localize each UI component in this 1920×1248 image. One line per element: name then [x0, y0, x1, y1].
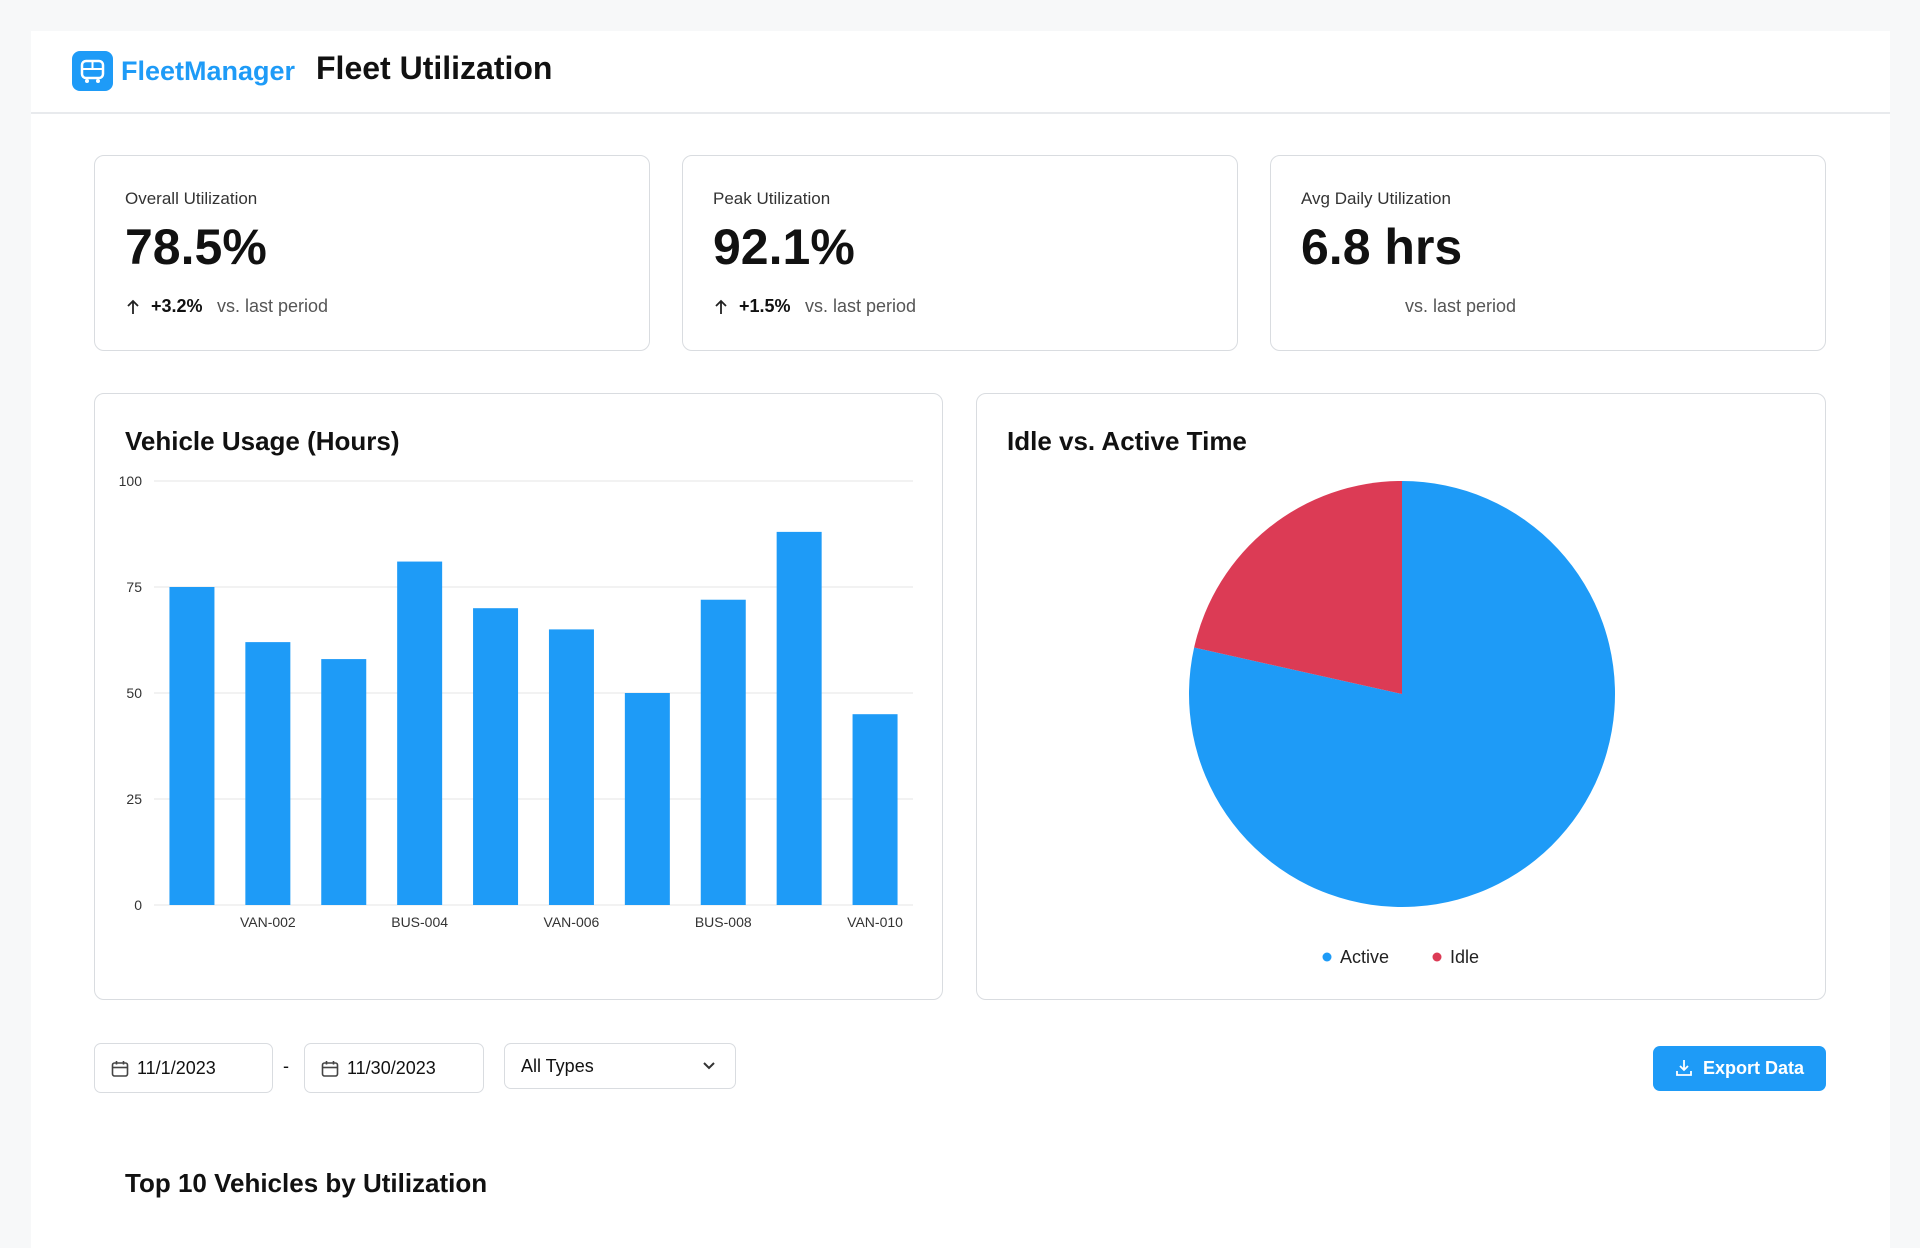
brand[interactable]: FleetManager — [121, 56, 296, 86]
pie-chart: Active Idle — [1189, 481, 1615, 967]
page-title: Fleet Utilization — [316, 50, 553, 86]
kpi-comparison: vs. last period — [1405, 296, 1517, 316]
end-date: 11/30/2023 — [347, 1058, 436, 1078]
kpi-card: Avg Daily Utilization 6.8 hrs vs. last per… — [1270, 155, 1826, 351]
legend-swatch — [1432, 952, 1442, 962]
x-tick-label: VAN-010 — [847, 914, 903, 930]
kpi-comparison: vs. last period — [217, 296, 329, 316]
export-label: Export Data — [1703, 1058, 1805, 1078]
pie-slice — [1194, 481, 1402, 694]
bar — [548, 629, 594, 905]
kpi-change: +3.2% — [151, 296, 203, 316]
bar — [245, 642, 291, 905]
chart-title: Vehicle Usage (Hours) — [125, 426, 400, 456]
logo-icon — [80, 59, 105, 83]
kpi-card: Overall Utilization 78.5% +3.2% vs. last pe… — [94, 155, 650, 351]
y-tick-label: 100 — [119, 473, 143, 489]
kpi-label: Overall Utilization — [125, 189, 258, 208]
pie-card: Idle vs. Active Time Active Idle — [976, 393, 1826, 1000]
kpi-card: Peak Utilization 92.1% +1.5% vs. last perio… — [682, 155, 1238, 351]
kpi-label: Peak Utilization — [713, 189, 831, 208]
kpi-value: 6.8 hrs — [1301, 219, 1463, 275]
bar — [852, 714, 898, 905]
arrow-up-icon — [715, 299, 727, 314]
download-icon — [1676, 1060, 1692, 1076]
y-tick-label: 50 — [126, 685, 142, 701]
bar-chart: 0 25 50 75 100 VAN-002 BUS-004 VAN-006 BUS-008 VA… — [119, 473, 913, 930]
date-separator: - — [283, 1056, 289, 1076]
header — [31, 31, 1890, 114]
end-date-input[interactable]: 11/30/2023 — [304, 1043, 484, 1093]
chart-title: Idle vs. Active Time — [1007, 426, 1247, 456]
chevron-icon — [703, 1062, 715, 1070]
bar — [624, 693, 670, 905]
calendar-icon — [321, 1061, 339, 1077]
table-title: Top 10 Vehicles by Utilization — [125, 1168, 488, 1198]
bar — [169, 587, 215, 905]
y-tick-label: 0 — [134, 897, 142, 913]
calendar-icon — [111, 1061, 129, 1077]
bar — [700, 599, 746, 905]
bar — [776, 531, 822, 905]
pie-slice — [1189, 481, 1615, 908]
x-tick-label: BUS-004 — [391, 914, 448, 930]
kpi-value: 78.5% — [125, 219, 267, 275]
x-tick-label: VAN-006 — [544, 914, 600, 930]
legend-label: Idle — [1450, 947, 1479, 967]
logo[interactable] — [72, 51, 113, 91]
arrow — [127, 299, 139, 314]
bar — [397, 561, 443, 905]
y-tick-label: 25 — [126, 791, 142, 807]
kpi-comparison: vs. last period — [805, 296, 917, 316]
kpi-value: 92.1% — [713, 219, 855, 275]
type-select-value: All Types — [521, 1056, 594, 1076]
arrow — [715, 299, 727, 314]
arrow-up-icon — [127, 299, 139, 314]
bar — [321, 659, 367, 905]
y-tick-label: 75 — [126, 579, 142, 595]
kpi-label: Avg Daily Utilization — [1301, 189, 1451, 208]
bar-card: Vehicle Usage (Hours) 0 25 50 75 100 VAN-002 B… — [94, 393, 943, 1000]
legend-label: Active — [1340, 947, 1389, 967]
start-date-input[interactable]: 11/1/2023 — [94, 1043, 273, 1093]
x-tick-label: VAN-002 — [240, 914, 296, 930]
bar — [473, 608, 519, 905]
type-select[interactable]: All Types — [504, 1043, 736, 1089]
start-date: 11/1/2023 — [137, 1058, 216, 1078]
legend-swatch — [1322, 952, 1332, 962]
x-tick-label: BUS-008 — [695, 914, 752, 930]
kpi-change: +1.5% — [739, 296, 791, 316]
export-button[interactable]: Export Data — [1653, 1046, 1826, 1091]
